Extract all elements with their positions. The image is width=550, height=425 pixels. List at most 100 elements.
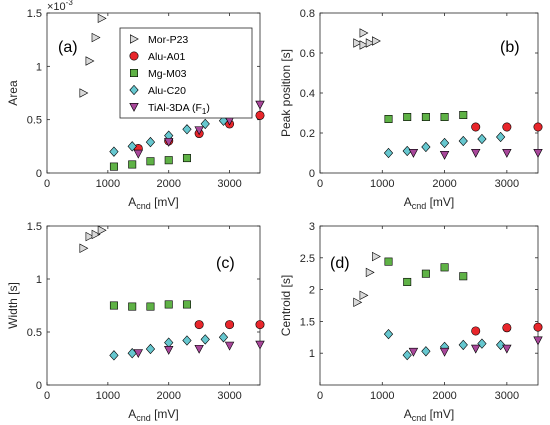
legend-marker — [130, 34, 139, 44]
x-axis-label: Acnd [mV] — [128, 195, 179, 211]
data-point — [365, 38, 375, 48]
panel-label: (d) — [330, 255, 350, 272]
data-point — [439, 137, 450, 149]
data-point — [182, 335, 192, 346]
panel-a: 0 1000 2000 3000 0 0.5 1 1.5 Acnd [mV] Area ×10-3 (… — [6, 0, 265, 211]
series-mor-p23 — [353, 251, 381, 308]
series-tial-3da-f — [408, 149, 543, 160]
legend-entry-mor-p23: Mor-P23 — [130, 34, 188, 46]
data-point — [440, 263, 449, 272]
series-mor-p23 — [353, 28, 381, 50]
y-tick-label: 3 — [309, 221, 315, 233]
data-point — [421, 113, 430, 122]
series-alu-a01 — [194, 320, 265, 330]
y-tick-label: 2 — [309, 285, 315, 297]
legend-entry-mg-m03: Mg-M03 — [130, 68, 187, 80]
series-alu-a01 — [471, 122, 543, 132]
x-tick-label: 0 — [44, 178, 50, 190]
series-mor-p23 — [79, 13, 107, 98]
axes-frame — [319, 225, 539, 386]
data-point — [200, 118, 210, 130]
data-point — [194, 320, 204, 330]
x-tick-label: 1000 — [96, 390, 120, 402]
data-point — [91, 229, 101, 240]
data-point — [145, 136, 156, 148]
y-tick-label: 1 — [36, 61, 42, 73]
axes-frame — [319, 12, 539, 174]
axes-frame — [46, 12, 261, 174]
y-tick-label: 1.5 — [300, 316, 315, 328]
series-mg-m03 — [384, 111, 468, 124]
data-point — [85, 231, 95, 242]
legend-label: Alu-C20 — [148, 85, 186, 97]
axes-frame — [46, 225, 261, 386]
legend-marker — [129, 103, 139, 112]
data-point — [383, 328, 394, 340]
data-point — [109, 350, 119, 361]
data-point — [502, 344, 512, 354]
panel-label: (a) — [58, 39, 78, 56]
y-tick-label: 0.4 — [300, 88, 315, 100]
data-point — [255, 110, 265, 120]
panel-label: (b) — [500, 39, 520, 56]
x-tick-label: 0 — [317, 178, 323, 190]
data-point — [383, 147, 394, 159]
x-tick-label: 2000 — [432, 390, 456, 402]
x-tick-label: 1000 — [96, 178, 120, 190]
data-point — [146, 157, 155, 166]
data-point — [471, 326, 481, 336]
data-point — [200, 334, 210, 345]
data-point — [533, 149, 543, 158]
data-point — [372, 36, 381, 46]
legend-entry-alu-c20: Alu-C20 — [129, 84, 186, 97]
x-tick-label: 0 — [44, 390, 50, 402]
data-point — [194, 344, 204, 354]
data-point — [182, 154, 191, 163]
data-point — [440, 113, 449, 122]
legend-entry-alu-a01: Alu-A01 — [129, 51, 186, 63]
data-point — [127, 141, 137, 152]
x-tick-label: 2000 — [432, 178, 456, 190]
data-point — [372, 251, 381, 262]
series-mg-m03 — [109, 300, 191, 311]
data-point — [225, 320, 235, 330]
series-mor-p23 — [79, 225, 107, 253]
data-point — [182, 300, 191, 309]
y-axis-label: Centroid [s] — [279, 275, 293, 336]
data-point — [439, 347, 450, 357]
panel-d: 0 1000 2000 3000 1 1.5 2 2.5 3 Acnd [mV] Centroid … — [279, 221, 543, 423]
data-point — [365, 267, 375, 278]
data-point — [164, 138, 174, 147]
series-alu-a01 — [471, 322, 543, 336]
y-axis-label: Area — [6, 80, 20, 106]
data-point — [458, 339, 468, 351]
data-point — [79, 88, 89, 98]
legend-entry-tial-3da-f: TiAl-3DA (F1) — [129, 102, 210, 116]
data-point — [477, 133, 487, 145]
y-axis-label: Peak position [s] — [279, 49, 293, 137]
x-tick-label: 3000 — [217, 390, 241, 402]
data-point — [91, 32, 101, 43]
series-alu-c20 — [109, 332, 229, 361]
data-point — [458, 135, 468, 147]
data-point — [109, 146, 119, 157]
data-point — [97, 225, 107, 235]
series-tial-3da-f — [133, 340, 265, 359]
legend-marker — [129, 84, 139, 96]
data-point — [133, 349, 143, 359]
data-point — [85, 56, 95, 66]
data-point — [408, 149, 419, 158]
x-tick-label: 1000 — [370, 178, 394, 190]
data-point — [533, 336, 543, 346]
y-tick-label: 0.8 — [300, 8, 315, 20]
data-point — [439, 151, 450, 160]
data-point — [97, 13, 107, 24]
legend-box — [119, 27, 253, 119]
data-point — [182, 124, 192, 135]
legend-marker — [130, 69, 139, 78]
series-tial-3da-f — [408, 336, 543, 357]
data-point — [164, 346, 174, 355]
y-axis-label: Width [s] — [6, 282, 20, 329]
data-point — [255, 340, 265, 350]
data-point — [471, 149, 481, 158]
